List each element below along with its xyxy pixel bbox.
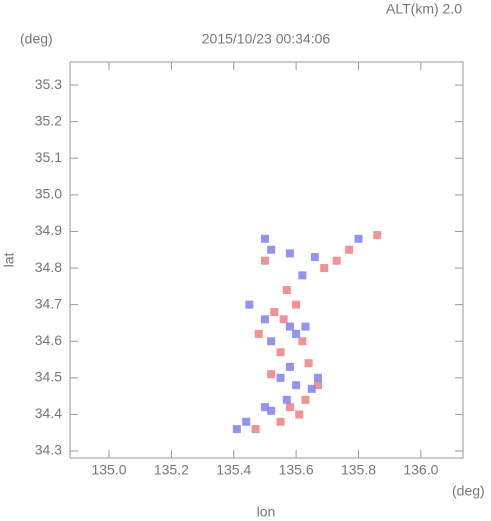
plot-frame	[69, 61, 464, 459]
y-tick-label: 34.3	[35, 442, 62, 458]
echo-cell	[267, 406, 276, 415]
y-tick-label: 34.9	[35, 222, 62, 238]
echo-cell	[332, 256, 341, 265]
echo-cell	[301, 395, 310, 404]
echo-cell	[251, 425, 260, 434]
x-tick-label: 135.4	[216, 462, 251, 478]
echo-cell	[285, 249, 294, 258]
echo-cell	[307, 384, 316, 393]
x-unit: (deg)	[452, 483, 485, 499]
echo-cell	[254, 329, 263, 338]
echo-cell	[267, 245, 276, 254]
echo-cell	[301, 322, 310, 331]
echo-cell	[292, 381, 301, 390]
echo-cell	[232, 425, 241, 434]
echo-cell	[285, 322, 294, 331]
y-tick-label: 35.3	[35, 76, 62, 92]
echo-cell	[292, 300, 301, 309]
x-tick-label: 136.0	[403, 462, 438, 478]
echo-cell	[276, 348, 285, 357]
x-tick-label: 135.2	[154, 462, 189, 478]
y-tick-label: 35.0	[35, 186, 62, 202]
echo-cell	[285, 403, 294, 412]
y-tick-label: 34.7	[35, 295, 62, 311]
echo-cell	[345, 245, 354, 254]
echo-cell	[276, 417, 285, 426]
x-tick-label: 135.8	[341, 462, 376, 478]
echo-cell	[245, 300, 254, 309]
echo-cell	[292, 329, 301, 338]
y-unit: (deg)	[20, 31, 53, 47]
echo-cell	[313, 373, 322, 382]
echo-cell	[373, 231, 382, 240]
y-tick-label: 34.5	[35, 369, 62, 385]
echo-cell	[260, 256, 269, 265]
echo-cell	[310, 253, 319, 262]
echo-cell	[298, 337, 307, 346]
y-tick-label: 34.4	[35, 405, 62, 421]
y-tick-label: 35.1	[35, 149, 62, 165]
y-tick-label: 34.6	[35, 332, 62, 348]
echo-cell	[242, 417, 251, 426]
echo-cell	[354, 234, 363, 243]
echo-cell	[320, 264, 329, 273]
y-axis-label: lat	[1, 253, 17, 268]
altitude-label: ALT(km) 2.0	[386, 1, 462, 17]
echo-cell	[270, 307, 279, 316]
x-axis-label: lon	[257, 504, 276, 520]
y-tick-label: 35.2	[35, 112, 62, 128]
y-tick-label: 34.8	[35, 259, 62, 275]
echo-cell	[298, 271, 307, 280]
echo-cell	[295, 410, 304, 419]
echo-cell	[285, 362, 294, 371]
echo-cell	[267, 370, 276, 379]
echo-cell	[279, 315, 288, 324]
echo-cell	[260, 315, 269, 324]
x-tick-label: 135.6	[279, 462, 314, 478]
echo-cell	[282, 395, 291, 404]
echo-cell	[276, 373, 285, 382]
x-tick-label: 135.0	[91, 462, 126, 478]
echo-cell	[267, 337, 276, 346]
chart-title: 2015/10/23 00:34:06	[202, 31, 331, 47]
echo-cell	[260, 403, 269, 412]
echo-cell	[282, 286, 291, 295]
echo-cell	[260, 234, 269, 243]
echo-cell	[313, 381, 322, 390]
echo-cell	[304, 359, 313, 368]
